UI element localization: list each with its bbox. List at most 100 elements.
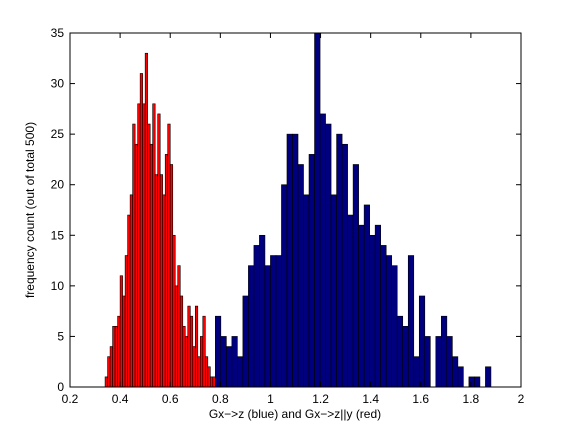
bar (154, 174, 158, 388)
bar (192, 346, 196, 388)
bar (174, 285, 179, 388)
bar (248, 265, 255, 388)
x-tick-label: 0.6 (162, 392, 179, 406)
bar (275, 255, 282, 388)
bar (253, 245, 260, 388)
y-tick-label: 35 (51, 26, 65, 40)
bar (210, 376, 214, 388)
bar (142, 103, 146, 388)
bar (189, 315, 194, 388)
bar (485, 366, 492, 388)
y-tick-label: 0 (57, 380, 64, 394)
bar (286, 133, 293, 388)
bar (109, 346, 113, 388)
bar (152, 103, 156, 388)
bar (157, 113, 161, 388)
bar (124, 255, 128, 388)
bar (418, 295, 426, 388)
y-tick-label: 20 (51, 178, 65, 192)
bar (407, 255, 415, 388)
bar (391, 265, 398, 388)
x-tick-label: 2 (518, 392, 525, 406)
bar (202, 315, 206, 388)
x-tick-label: 1.6 (412, 392, 429, 406)
bar (457, 366, 464, 388)
bar (325, 123, 332, 388)
bar (132, 123, 136, 388)
bar (369, 234, 376, 388)
bar (169, 164, 174, 388)
bar (144, 52, 148, 388)
bar (212, 376, 216, 388)
bar (474, 376, 481, 388)
bar (341, 143, 348, 388)
bar (226, 346, 233, 388)
bar (182, 326, 186, 388)
bar (114, 326, 118, 388)
x-tick-label: 0.2 (62, 392, 79, 406)
bar (107, 356, 111, 388)
bar (385, 255, 393, 388)
y-tick-label: 25 (51, 127, 65, 141)
bar (242, 295, 249, 388)
bar (127, 214, 131, 388)
y-axis-label: frequency count (out of total 500) (23, 122, 37, 298)
plot-frame (69, 32, 522, 388)
bar (187, 305, 191, 388)
bar (177, 265, 181, 388)
bar (119, 275, 123, 388)
bar (112, 326, 116, 388)
bar (117, 315, 121, 388)
bar (308, 154, 315, 388)
bar (402, 326, 409, 388)
bar (205, 356, 209, 388)
bar (179, 295, 184, 388)
bar (468, 376, 475, 388)
bar (137, 103, 141, 388)
bar (358, 224, 365, 388)
x-tick-label: 1.8 (463, 392, 480, 406)
bar (363, 204, 370, 388)
x-tick-label: 1 (267, 392, 274, 406)
bar (297, 164, 304, 388)
bar (336, 133, 343, 388)
bar (207, 366, 211, 388)
x-tick-label: 0.4 (112, 392, 129, 406)
bar (147, 123, 151, 388)
y-tick-label: 10 (51, 279, 65, 293)
bar (231, 336, 238, 388)
x-tick-label: 0.8 (212, 392, 229, 406)
bar (184, 336, 189, 388)
bar (104, 376, 108, 388)
bar (270, 255, 277, 388)
bar (122, 295, 126, 388)
bar (374, 224, 381, 388)
bar (215, 315, 222, 388)
bar (352, 164, 359, 388)
bar (167, 123, 171, 388)
bar (264, 265, 271, 388)
y-tick-label: 15 (51, 228, 65, 242)
bar (129, 194, 133, 388)
y-tick-label: 30 (51, 77, 65, 91)
bar (424, 336, 431, 388)
y-tick-label: 5 (57, 329, 64, 343)
bar (220, 336, 227, 388)
bar (435, 336, 442, 388)
bar (237, 356, 244, 388)
x-axis-label: Gx−>z (blue) and Gx−>z||y (red) (209, 407, 381, 421)
x-tick-label: 1.2 (312, 392, 329, 406)
bar (159, 174, 164, 388)
bar (139, 73, 143, 388)
bar (446, 336, 453, 388)
bar (197, 356, 201, 388)
bar (134, 143, 138, 388)
bar (441, 315, 448, 388)
bar (149, 143, 153, 388)
bar (396, 315, 404, 388)
bar (259, 234, 266, 388)
bar (347, 214, 354, 388)
bar (452, 356, 459, 388)
bar (319, 113, 326, 388)
